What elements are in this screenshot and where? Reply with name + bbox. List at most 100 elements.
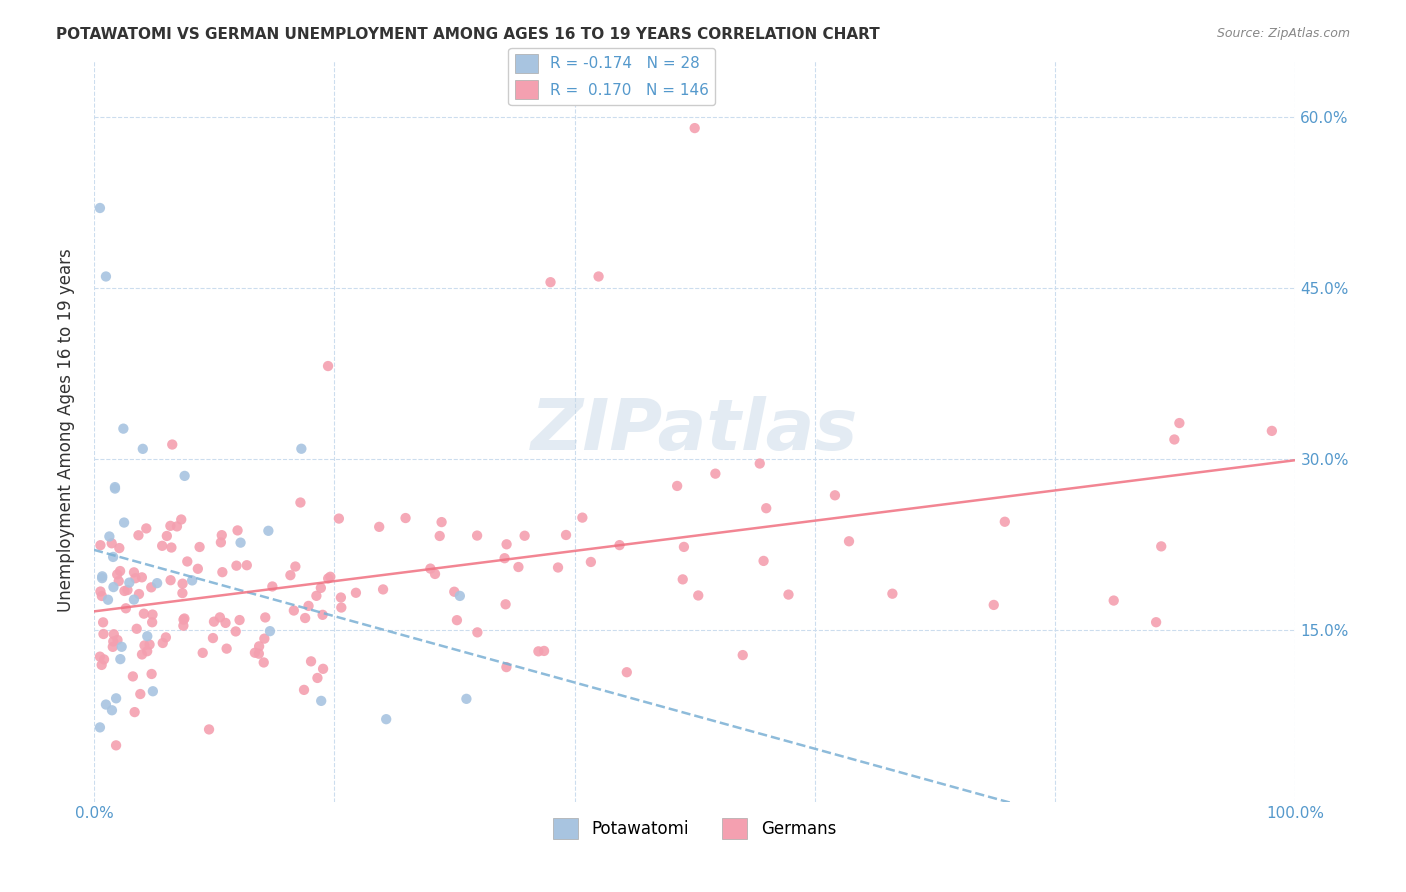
Point: [330, 600, 353, 615]
Point: [89, 649, 111, 664]
Point: [89, 201, 111, 215]
Point: [540, 275, 562, 289]
Point: [1144, 615, 1167, 630]
Point: [135, 521, 157, 535]
Point: [122, 566, 145, 580]
Point: [312, 662, 335, 676]
Point: [118, 575, 141, 590]
Point: [547, 560, 569, 574]
Point: [527, 644, 550, 658]
Point: [309, 581, 332, 595]
Point: [101, 549, 124, 564]
Point: [290, 495, 312, 509]
Point: [107, 574, 129, 588]
Point: [294, 611, 316, 625]
Point: [429, 529, 451, 543]
Text: ZIPatlas: ZIPatlas: [531, 396, 859, 465]
Point: [103, 580, 125, 594]
Point: [623, 75, 645, 89]
Point: [983, 598, 1005, 612]
Point: [93, 627, 115, 641]
Point: [142, 684, 165, 698]
Point: [571, 510, 593, 524]
Point: [609, 538, 631, 552]
Point: [253, 632, 276, 646]
Point: [211, 528, 233, 542]
Point: [209, 535, 232, 549]
Point: [316, 571, 339, 585]
Point: [555, 528, 578, 542]
Point: [89, 584, 111, 599]
Point: [329, 591, 352, 605]
Point: [100, 536, 122, 550]
Point: [211, 565, 233, 579]
Point: [103, 634, 125, 648]
Point: [150, 539, 173, 553]
Point: [225, 558, 247, 573]
Point: [1168, 416, 1191, 430]
Point: [156, 529, 179, 543]
Point: [344, 586, 367, 600]
Point: [173, 613, 195, 627]
Point: [319, 570, 342, 584]
Point: [181, 574, 204, 588]
Point: [229, 535, 252, 549]
Point: [170, 512, 193, 526]
Point: [305, 589, 328, 603]
Point: [191, 646, 214, 660]
Point: [672, 540, 695, 554]
Point: [141, 615, 163, 630]
Point: [107, 632, 129, 647]
Point: [141, 580, 163, 594]
Point: [257, 524, 280, 538]
Point: [136, 644, 159, 658]
Point: [112, 516, 135, 530]
Point: [467, 625, 489, 640]
Point: [114, 584, 136, 599]
Point: [103, 627, 125, 641]
Point: [132, 442, 155, 456]
Point: [187, 562, 209, 576]
Point: [117, 582, 139, 597]
Point: [136, 629, 159, 643]
Point: [122, 592, 145, 607]
Point: [253, 656, 276, 670]
Point: [419, 561, 441, 575]
Point: [208, 610, 231, 624]
Point: [228, 613, 250, 627]
Point: [128, 587, 150, 601]
Point: [94, 698, 117, 712]
Point: [124, 705, 146, 719]
Point: [495, 660, 517, 674]
Point: [108, 564, 131, 578]
Point: [112, 422, 135, 436]
Point: [247, 640, 270, 654]
Point: [105, 691, 128, 706]
Point: [262, 579, 284, 593]
Point: [166, 519, 188, 533]
Point: [778, 588, 800, 602]
Point: [160, 541, 183, 555]
Point: [105, 739, 128, 753]
Point: [994, 515, 1017, 529]
Point: [111, 640, 134, 654]
Point: [394, 511, 416, 525]
Point: [494, 551, 516, 566]
Point: [375, 712, 398, 726]
Point: [1150, 540, 1173, 554]
Point: [371, 582, 394, 597]
Point: [316, 359, 339, 373]
Point: [449, 589, 471, 603]
Point: [446, 613, 468, 627]
Point: [172, 586, 194, 600]
Point: [159, 519, 181, 533]
Point: [704, 467, 727, 481]
Point: [755, 501, 778, 516]
Point: [456, 691, 478, 706]
Point: [513, 529, 536, 543]
Point: [173, 611, 195, 625]
Point: [508, 560, 530, 574]
Point: [579, 555, 602, 569]
Point: [172, 618, 194, 632]
Point: [299, 654, 322, 668]
